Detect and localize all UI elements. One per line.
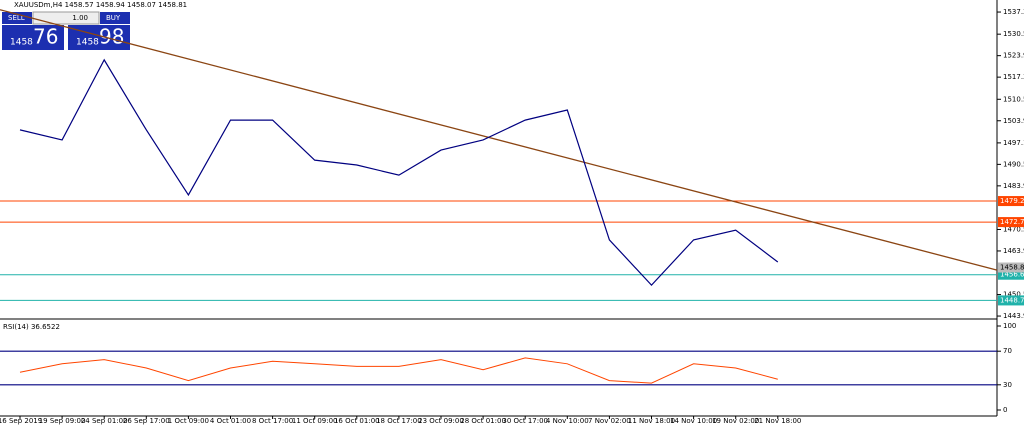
level-label-bg bbox=[998, 295, 1024, 306]
level-label: 1456.60 bbox=[1000, 271, 1024, 279]
current-price-bg bbox=[998, 262, 1024, 273]
buy-label: BUY bbox=[106, 14, 121, 22]
buy-price-box[interactable] bbox=[68, 25, 130, 50]
x-tick-label: 11 Oct 09:00 bbox=[292, 417, 338, 425]
x-tick-label: 19 Nov 02:00 bbox=[712, 417, 759, 425]
y-tick-label: 1470.50 bbox=[1003, 225, 1024, 233]
trade-panel[interactable]: SELL 1.00 BUY 1458 76 1458 98 bbox=[2, 11, 130, 50]
x-tick-label: 23 Oct 09:00 bbox=[418, 417, 464, 425]
x-tick-label: 28 Oct 01:00 bbox=[460, 417, 506, 425]
rsi-y-tick-label: 0 bbox=[1003, 406, 1007, 414]
sell-price-box[interactable] bbox=[2, 25, 64, 50]
x-tick-label: 16 Oct 01:00 bbox=[334, 417, 380, 425]
buy-price-small: 1458 bbox=[76, 38, 99, 48]
current-price-label: 1458.81 bbox=[1000, 264, 1024, 272]
buy-button[interactable] bbox=[100, 12, 130, 24]
price-line bbox=[19, 58, 779, 287]
x-tick-label: 21 Nov 18:00 bbox=[754, 417, 801, 425]
y-tick-label: 1503.90 bbox=[1003, 117, 1024, 125]
x-tick-label: 8 Oct 17:00 bbox=[252, 417, 293, 425]
x-tick-label: 26 Sep 17:00 bbox=[123, 417, 170, 425]
sell-price-small: 1458 bbox=[10, 38, 33, 48]
y-tick-label: 1490.50 bbox=[1003, 160, 1024, 168]
rsi-y-tick-label: 70 bbox=[1003, 347, 1012, 355]
x-tick-label: 11 Nov 18:00 bbox=[628, 417, 675, 425]
y-tick-label: 1450.50 bbox=[1003, 291, 1024, 299]
level-label-bg bbox=[998, 196, 1024, 207]
y-tick-label: 1517.30 bbox=[1003, 73, 1024, 81]
y-tick-label: 1537.30 bbox=[1003, 8, 1024, 16]
sell-button[interactable] bbox=[2, 12, 32, 24]
trendline bbox=[0, 9, 998, 271]
level-label: 1472.77 bbox=[1000, 218, 1024, 226]
y-tick-label: 1483.90 bbox=[1003, 182, 1024, 190]
level-label: 1448.70 bbox=[1000, 296, 1024, 304]
rsi-y-tick-label: 100 bbox=[1003, 322, 1016, 330]
rsi-title: RSI(14) 36.6522 bbox=[3, 323, 60, 331]
x-tick-label: 7 Nov 02:00 bbox=[588, 417, 631, 425]
y-tick-label: 1510.50 bbox=[1003, 95, 1024, 103]
y-tick-label: 1463.90 bbox=[1003, 247, 1024, 255]
sell-price-big: 76 bbox=[33, 25, 58, 49]
chart-title: XAUUSDm,H4 1458.57 1458.94 1458.07 1458.… bbox=[14, 1, 187, 9]
sell-label: SELL bbox=[8, 14, 25, 22]
y-tick-label: 1523.90 bbox=[1003, 52, 1024, 60]
x-tick-label: 14 Nov 10:00 bbox=[670, 417, 717, 425]
y-tick-label: 1497.10 bbox=[1003, 139, 1024, 147]
lot-value: 1.00 bbox=[72, 14, 88, 22]
x-tick-label: 4 Oct 01:00 bbox=[210, 417, 251, 425]
x-tick-label: 18 Oct 17:00 bbox=[376, 417, 422, 425]
x-tick-label: 4 Nov 10:00 bbox=[546, 417, 589, 425]
x-tick-label: 1 Oct 09:00 bbox=[168, 417, 209, 425]
x-tick-label: 24 Sep 01:00 bbox=[81, 417, 128, 425]
lot-input[interactable] bbox=[32, 11, 100, 25]
y-tick-label: 1530.50 bbox=[1003, 30, 1024, 38]
x-tick-label: 16 Sep 2019 bbox=[0, 417, 42, 425]
level-label-bg bbox=[998, 217, 1024, 228]
rsi-line bbox=[19, 357, 778, 384]
rsi-y-tick-label: 30 bbox=[1003, 381, 1012, 389]
x-tick-label: 30 Oct 17:00 bbox=[502, 417, 548, 425]
level-label: 1479.23 bbox=[1000, 197, 1024, 205]
x-tick-label: 19 Sep 09:00 bbox=[39, 417, 86, 425]
level-label-bg bbox=[998, 269, 1024, 280]
y-tick-label: 1443.90 bbox=[1003, 312, 1024, 320]
